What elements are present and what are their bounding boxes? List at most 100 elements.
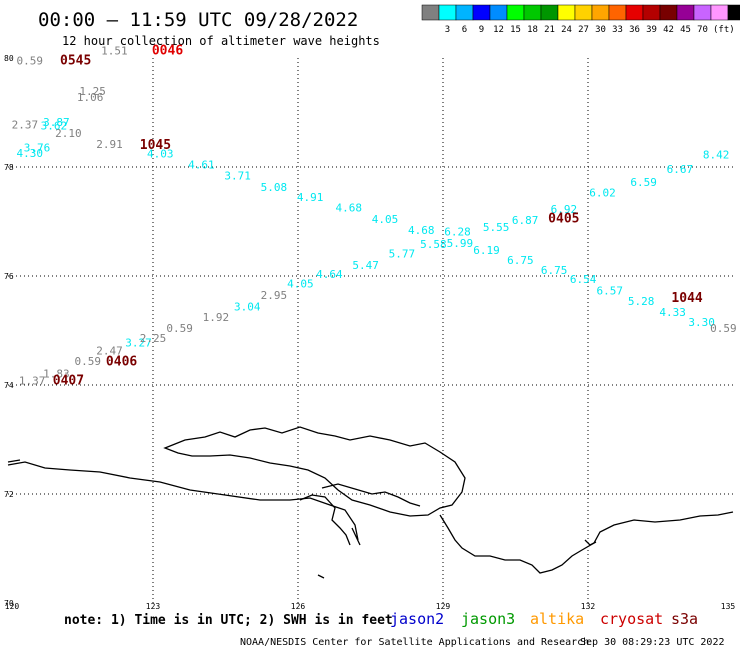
map-title: 00:00 – 11:59 UTC 09/28/2022 xyxy=(38,9,358,31)
wave-height-value: 1.06 xyxy=(77,91,104,104)
wave-height-value: 1.25 xyxy=(79,85,106,98)
wave-height-value: 2.47 xyxy=(96,344,123,357)
pass-time-label: 0407 xyxy=(53,373,84,388)
wave-height-value: 5.55 xyxy=(483,221,510,234)
colorbar-swatch xyxy=(710,4,729,21)
colorbar-label: 45 xyxy=(680,25,691,35)
lat-label: 74 xyxy=(4,381,14,390)
wave-height-observations: 0.59 1.51 1.251.06 2.37 2.10 2.91 3.873.62 3.76… xyxy=(12,45,737,388)
colorbar-label: 27 xyxy=(578,25,589,35)
colorbar-label: 21 xyxy=(544,25,555,35)
lat-label: 78 xyxy=(4,163,14,172)
wave-height-value: 1.92 xyxy=(203,311,230,324)
colorbar-label: 3 xyxy=(445,25,450,35)
pass-time-label: 1045 xyxy=(140,138,171,153)
wave-height-value: 5.28 xyxy=(628,295,655,308)
colorbar-swatch xyxy=(591,4,610,21)
wave-height-value: 2.91 xyxy=(96,138,123,151)
pass-time-label: 1044 xyxy=(671,291,702,306)
colorbar-swatch xyxy=(608,4,627,21)
map-subtitle: 12 hour collection of altimeter wave hei… xyxy=(62,34,380,48)
colorbar-label: 18 xyxy=(527,25,538,35)
coastline-segment xyxy=(7,459,21,463)
pass-time-label: 0406 xyxy=(106,354,137,369)
coastline-segment xyxy=(321,483,421,507)
wave-height-value: 0.59 xyxy=(17,55,44,68)
wave-height-value: 6.67 xyxy=(667,163,694,176)
wave-height-value: 0.59 xyxy=(166,322,193,335)
colorbar-unit: (ft) xyxy=(713,25,735,35)
wave-height-value: 4.05 xyxy=(287,277,314,290)
colorbar-swatch xyxy=(676,4,695,21)
wave-height-value: 5.99 xyxy=(447,237,474,250)
coastline xyxy=(7,426,734,579)
satellite-legend-altika: altika xyxy=(530,610,584,628)
wave-height-value: 1.51 xyxy=(101,45,128,58)
wave-height-value: 6.57 xyxy=(597,285,624,298)
footer-note: note: 1) Time is in UTC; 2) SWH is in fe… xyxy=(64,613,393,628)
wave-height-value: 3.87 xyxy=(43,116,70,129)
colorbar-swatch xyxy=(693,4,712,21)
colorbar-label: 42 xyxy=(663,25,674,35)
colorbar-swatch xyxy=(642,4,661,21)
coastline-segment xyxy=(163,426,466,517)
wave-height-value: 6.92 xyxy=(551,203,578,216)
wave-height-value: 2.37 xyxy=(12,118,39,131)
wave-height-value: 4.64 xyxy=(316,268,343,281)
satellite-legend-jason3: jason3 xyxy=(461,610,515,628)
wave-height-value: 3.27 xyxy=(125,336,152,349)
colorbar-swatch xyxy=(574,4,593,21)
wave-height-value: 4.03 xyxy=(147,148,174,161)
wave-height-value: 3.76 xyxy=(24,142,51,155)
wave-height-value: 6.28 xyxy=(444,226,471,239)
lon-label: 120 xyxy=(5,602,20,611)
pass-time-labels: 0545 0046 1045 0405 1044 0406 0407 xyxy=(53,44,703,389)
footer-credit: NOAA/NESDIS Center for Satellite Applica… xyxy=(240,637,589,648)
colorbar-swatch xyxy=(489,4,508,21)
wave-height-value: 4.91 xyxy=(297,191,324,204)
colorbar-label: 6 xyxy=(462,25,467,35)
colorbar-swatch xyxy=(455,4,474,21)
colorbar-swatch xyxy=(438,4,457,21)
colorbar-label: 15 xyxy=(510,25,521,35)
colorbar-label: 33 xyxy=(612,25,623,35)
coastline-segment xyxy=(439,511,734,574)
colorbar-label: 36 xyxy=(629,25,640,35)
wave-height-value: 6.87 xyxy=(512,214,539,227)
colorbar-label: 30 xyxy=(595,25,606,35)
wave-height-value: 4.61 xyxy=(188,159,215,172)
colorbar-label: 12 xyxy=(493,25,504,35)
wave-height-value: 6.59 xyxy=(630,176,657,189)
wave-height-value: 1.37 xyxy=(19,374,46,387)
lat-label: 76 xyxy=(4,272,14,281)
colorbar-swatch xyxy=(557,4,576,21)
wave-height-value: 4.68 xyxy=(336,202,363,215)
wave-height-value: 6.75 xyxy=(541,264,568,277)
lon-label: 135 xyxy=(721,602,736,611)
wave-height-value: 2.95 xyxy=(261,289,288,302)
wave-height-value: 3.30 xyxy=(688,316,715,329)
colorbar-swatch xyxy=(659,4,678,21)
colorbar-swatch xyxy=(421,4,440,21)
wave-height-value: 5.08 xyxy=(261,181,288,194)
wave-height-colorbar: 3 6 9 12 15 18 21 24 27 30 33 36 39 42 45 70 (ft) xyxy=(421,4,740,35)
satellite-legend-jason2: jason2 xyxy=(390,610,444,628)
colorbar-label: 9 xyxy=(479,25,484,35)
wave-height-value: 8.42 xyxy=(703,148,730,161)
wave-height-value: 2.25 xyxy=(140,332,167,345)
coastline-segment xyxy=(7,461,361,546)
colorbar-label: 70 xyxy=(697,25,708,35)
wave-height-value: 3.04 xyxy=(234,300,261,313)
wave-height-value: 5.58 xyxy=(420,238,447,251)
footer-timestamp: Sep 30 08:29:23 UTC 2022 xyxy=(580,637,725,648)
lat-label: 70 xyxy=(4,599,14,608)
wave-height-value: 3.62 xyxy=(41,119,68,132)
wave-height-value: 0.59 xyxy=(710,322,737,335)
lat-label: 80 xyxy=(4,54,14,63)
wave-height-value: 1.83 xyxy=(43,367,70,380)
lat-label: 72 xyxy=(4,490,14,499)
pass-time-label: 0046 xyxy=(152,44,183,59)
wave-height-value: 4.30 xyxy=(17,147,44,160)
